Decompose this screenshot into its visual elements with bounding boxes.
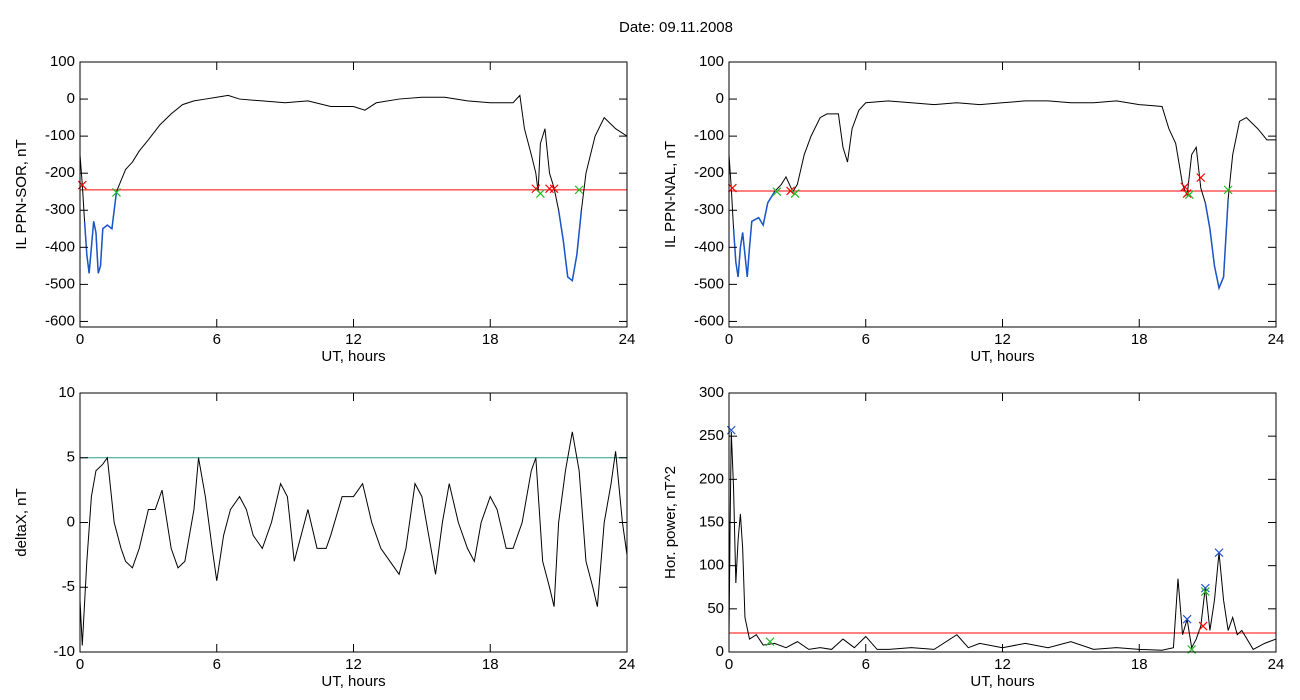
data-line xyxy=(79,94,628,282)
x-tick-label: 0 xyxy=(725,331,733,348)
y-tick-label: 10 xyxy=(58,384,75,401)
x-tick-label: 6 xyxy=(213,331,221,348)
marker xyxy=(765,637,775,647)
x-tick-label: 18 xyxy=(482,331,499,348)
y-tick-label: -200 xyxy=(694,164,724,181)
x-tick-label: 24 xyxy=(1268,656,1285,673)
x-tick-label: 12 xyxy=(345,656,362,673)
y-axis-label: IL PPN-SOR, nT xyxy=(13,139,30,249)
plot-frame xyxy=(728,61,1277,328)
x-tick-label: 24 xyxy=(619,656,636,673)
x-tick-label: 12 xyxy=(345,331,362,348)
marker xyxy=(1184,190,1194,200)
x-axis-label: UT, hours xyxy=(970,673,1034,690)
data-line xyxy=(79,431,628,646)
y-tick-label: 150 xyxy=(699,513,724,530)
x-tick-label: 18 xyxy=(1131,656,1148,673)
y-axis-label: IL PPN-NAL, nT xyxy=(662,141,679,248)
y-tick-label: -600 xyxy=(694,312,724,329)
y-tick-label: -500 xyxy=(694,275,724,292)
x-tick-label: 24 xyxy=(1268,331,1285,348)
y-tick-label: 200 xyxy=(699,470,724,487)
y-tick-label: 0 xyxy=(67,90,75,107)
y-tick-label: -5 xyxy=(62,578,75,595)
y-tick-label: -400 xyxy=(45,238,75,255)
below-threshold-line xyxy=(83,191,118,274)
x-tick-label: 18 xyxy=(1131,331,1148,348)
below-threshold-line xyxy=(557,210,583,283)
y-tick-label: -100 xyxy=(45,127,75,144)
y-tick-label: 50 xyxy=(707,600,724,617)
data-line xyxy=(728,431,1277,651)
x-axis-label: UT, hours xyxy=(970,348,1034,365)
y-tick-label: -100 xyxy=(694,127,724,144)
y-tick-label: 5 xyxy=(67,449,75,466)
y-tick-label: -400 xyxy=(694,238,724,255)
x-tick-label: 6 xyxy=(213,656,221,673)
x-tick-label: 0 xyxy=(725,656,733,673)
plot-frame xyxy=(79,392,628,653)
marker xyxy=(786,186,795,196)
x-tick-label: 6 xyxy=(862,331,870,348)
y-tick-label: 0 xyxy=(716,90,724,107)
y-tick-label: 100 xyxy=(699,53,724,70)
marker xyxy=(1182,189,1192,198)
y-tick-label: 250 xyxy=(699,427,724,444)
x-tick-label: 0 xyxy=(76,331,84,348)
y-tick-label: 0 xyxy=(716,643,724,660)
y-axis-label: deltaX, nT xyxy=(13,488,30,556)
below-threshold-line xyxy=(1204,199,1229,291)
marker xyxy=(790,189,800,198)
x-axis-label: UT, hours xyxy=(321,673,385,690)
marker xyxy=(772,187,782,197)
x-tick-label: 24 xyxy=(619,331,636,348)
data-line xyxy=(728,100,1276,290)
y-tick-label: 0 xyxy=(67,513,75,530)
y-tick-label: -300 xyxy=(694,201,724,218)
y-tick-label: 100 xyxy=(50,53,75,70)
marker xyxy=(1200,583,1210,593)
x-axis-label: UT, hours xyxy=(321,348,385,365)
plot-frame xyxy=(728,392,1277,653)
x-tick-label: 18 xyxy=(482,656,499,673)
below-threshold-line xyxy=(732,191,776,278)
marker xyxy=(1223,185,1233,195)
marker xyxy=(112,188,121,197)
y-tick-label: -500 xyxy=(45,275,75,292)
marker xyxy=(1214,548,1224,558)
marker xyxy=(1200,587,1210,596)
figure-title: Date: 09.11.2008 xyxy=(619,19,733,36)
marker xyxy=(574,185,584,195)
y-tick-label: -600 xyxy=(45,312,75,329)
marker xyxy=(549,184,559,194)
marker xyxy=(1180,182,1190,192)
x-tick-label: 0 xyxy=(76,656,84,673)
x-tick-label: 12 xyxy=(994,656,1011,673)
marker xyxy=(1182,614,1192,624)
marker xyxy=(545,184,554,194)
marker xyxy=(535,189,545,198)
plot-frame xyxy=(79,61,628,328)
y-tick-label: 100 xyxy=(699,557,724,574)
y-tick-label: 300 xyxy=(699,384,724,401)
marker xyxy=(1196,173,1206,183)
x-tick-label: 12 xyxy=(994,331,1011,348)
x-tick-label: 6 xyxy=(862,656,870,673)
y-tick-label: -300 xyxy=(45,201,75,218)
y-tick-label: -10 xyxy=(53,643,75,660)
y-axis-label: Hor. power, nT^2 xyxy=(662,466,679,579)
marker xyxy=(727,183,737,193)
y-tick-label: -200 xyxy=(45,164,75,181)
marker xyxy=(1198,621,1208,631)
